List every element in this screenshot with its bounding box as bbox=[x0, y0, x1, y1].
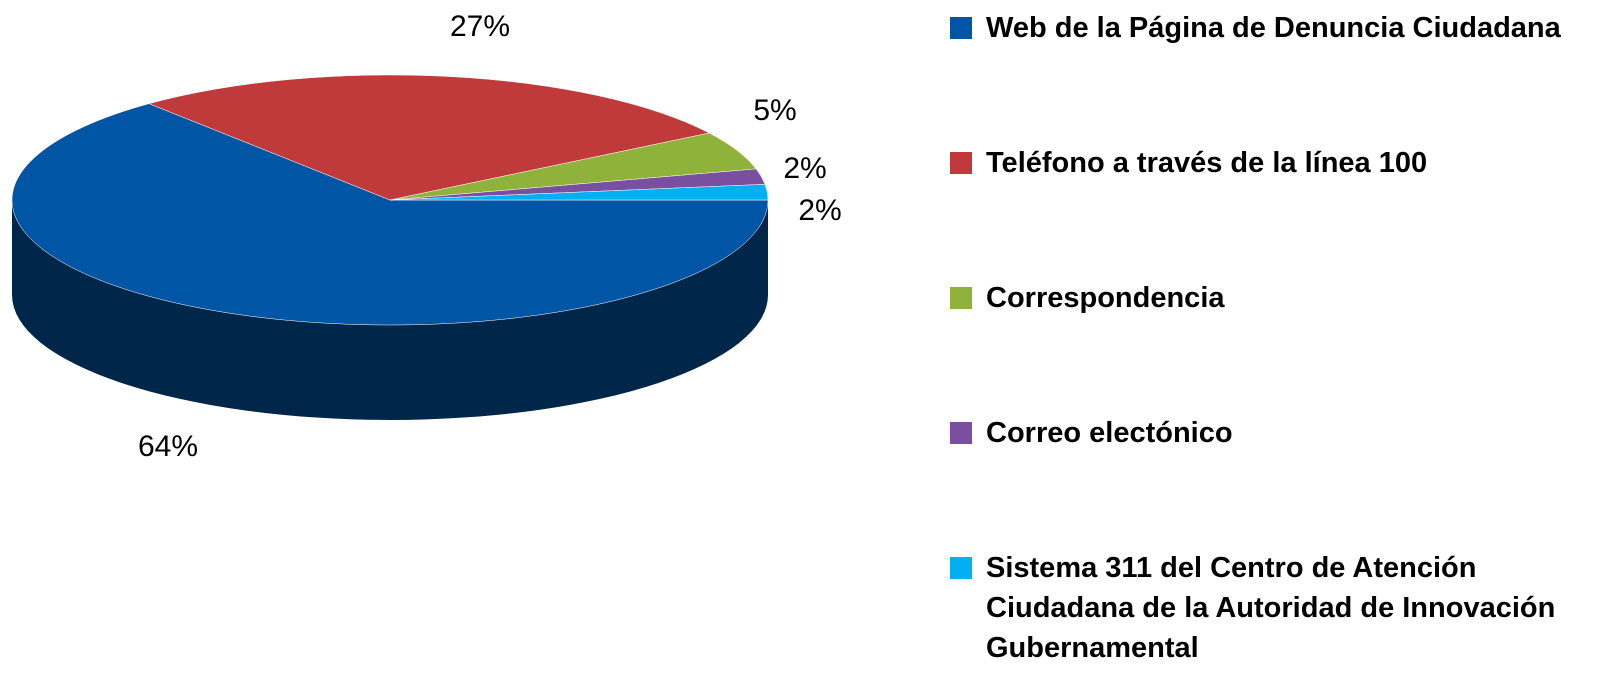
slice bbox=[11, 103, 769, 420]
slice bbox=[389, 184, 769, 201]
chart: 64% 27% 5% 2% 2% bbox=[11, 10, 842, 463]
slice-top bbox=[389, 184, 769, 201]
legend-item: Correo electónico bbox=[950, 413, 1590, 453]
legend-swatch bbox=[950, 287, 972, 309]
legend-item: Web de la Página de Denuncia Ciudadana bbox=[950, 8, 1590, 48]
legend-item: Sistema 311 del Centro de Atención Ciuda… bbox=[950, 548, 1590, 668]
legend-item: Teléfono a través de la línea 100 bbox=[950, 143, 1590, 183]
data-label: 27% bbox=[450, 10, 510, 43]
legend-swatch bbox=[950, 17, 972, 39]
legend-swatch bbox=[950, 557, 972, 579]
data-label: 64% bbox=[138, 430, 198, 463]
legend-item: Correspondencia bbox=[950, 278, 1590, 318]
legend-swatch bbox=[950, 422, 972, 444]
data-label: 2% bbox=[798, 194, 841, 227]
data-label: 5% bbox=[753, 94, 796, 127]
slice bbox=[148, 74, 710, 201]
legend-label: Correspondencia bbox=[986, 282, 1225, 314]
slice-top bbox=[148, 74, 710, 201]
slice-side bbox=[12, 200, 768, 420]
data-label: 2% bbox=[783, 152, 826, 185]
legend-swatch bbox=[950, 152, 972, 174]
legend-label: Web de la Página de Denuncia Ciudadana bbox=[986, 12, 1561, 44]
slice-top bbox=[11, 103, 769, 326]
legend-label: Teléfono a través de la línea 100 bbox=[986, 147, 1428, 179]
legend-label: Sistema 311 del Centro de Atención Ciuda… bbox=[986, 552, 1556, 664]
legend-label: Correo electónico bbox=[986, 417, 1233, 449]
